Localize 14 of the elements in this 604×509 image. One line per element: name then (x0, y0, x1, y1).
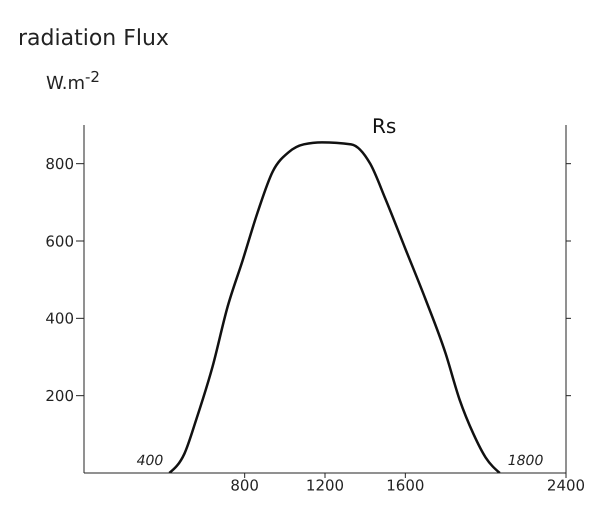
line-series (168, 141, 501, 473)
x-tick-label: 800 (230, 476, 259, 495)
y-tick-label: 400 (45, 310, 74, 328)
x-tick-label: 1200 (306, 476, 344, 495)
x-tick-label: 1600 (386, 476, 424, 495)
y-tick-label: 200 (45, 386, 74, 405)
annotation: 400 (136, 453, 164, 469)
annotation: 1800 (508, 453, 544, 469)
y-axis-title: W.m$^{-2}$ (46, 68, 100, 94)
series-label: Rs (372, 114, 396, 138)
y-tick-label: 600 (45, 232, 74, 250)
x-tick-label: 2400 (546, 476, 586, 495)
chart-title: radiation Flux (18, 26, 169, 51)
y-tick-label: 800 (45, 154, 74, 173)
